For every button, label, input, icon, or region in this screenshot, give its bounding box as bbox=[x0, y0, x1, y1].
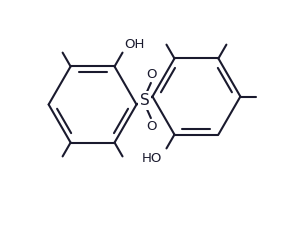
Text: OH: OH bbox=[124, 38, 144, 51]
Text: HO: HO bbox=[142, 152, 162, 165]
Text: O: O bbox=[147, 68, 157, 81]
Text: S: S bbox=[140, 93, 149, 108]
Text: O: O bbox=[147, 121, 157, 133]
